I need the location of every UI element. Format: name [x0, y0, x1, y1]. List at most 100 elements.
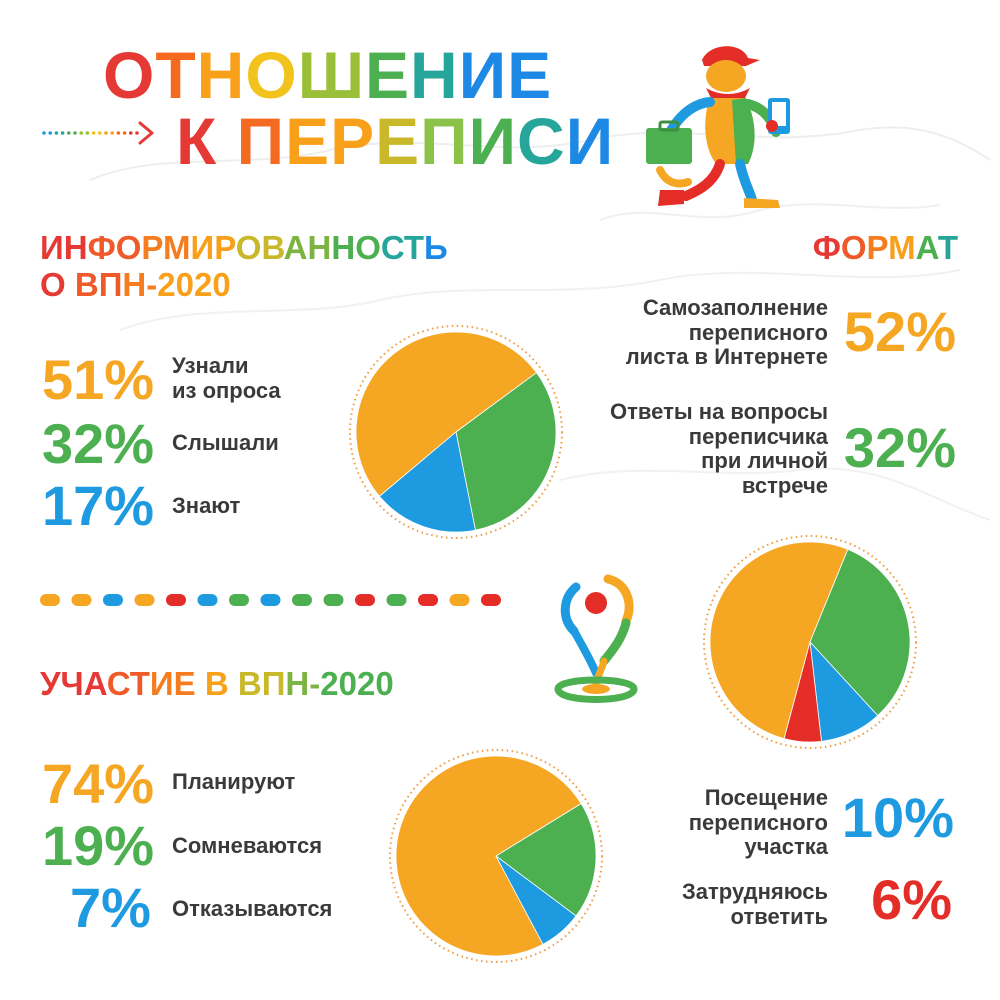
participation-title-letter: В	[237, 665, 262, 702]
participation-title-letter: С	[106, 665, 130, 702]
awareness-title-line-2: О ВПН-2020	[40, 265, 448, 304]
awareness-title-line-2-letter: 0	[212, 265, 231, 303]
participation-value-2: 19%	[42, 814, 155, 877]
format-value-1: 52%	[843, 300, 956, 363]
divider-dot	[449, 594, 470, 606]
format-label-1-line-3: листа в Интернете	[625, 344, 828, 370]
format-label-2: Ответы на вопросы переписчика при личной…	[610, 399, 828, 499]
format-label-3-line-2: переписного	[688, 809, 828, 835]
participation-label-3: Отказываются	[172, 896, 333, 921]
awareness-pie-dotted-ring	[349, 325, 563, 539]
participation-title-letter: 2	[320, 665, 339, 702]
format-label-3: Посещение переписного участка	[688, 785, 828, 860]
format-label-1-line-2: переписного	[688, 319, 828, 345]
arrow-dot	[42, 131, 46, 135]
awareness-title-line-1-letter: Т	[403, 229, 425, 266]
title-line-2-letter: П	[236, 104, 286, 178]
dotted-divider	[40, 594, 501, 606]
divider-dot	[134, 594, 155, 606]
title-line-2-letter: И	[468, 104, 518, 178]
participation-value-1: 74%	[42, 752, 155, 815]
format-label-4-line-1: Затрудняюсь	[682, 879, 828, 904]
participation-pie-slice-2	[495, 803, 597, 917]
participation-pie-slice-3	[495, 855, 577, 945]
awareness-label-3: Знают	[172, 493, 241, 518]
arrow-dot	[85, 131, 90, 135]
participation-pie-chart	[389, 749, 603, 963]
awareness-title-line-1-letter: Н	[331, 229, 356, 266]
awareness-title-line-2-letter: 2	[193, 265, 213, 303]
divider-dot	[481, 594, 501, 606]
awareness-label-1: Узнали из опроса	[172, 353, 281, 403]
awareness-label-2: Слышали	[172, 430, 279, 455]
format-value-3: 10%	[841, 786, 954, 849]
format-label-2-line-4: встрече	[741, 472, 828, 498]
arrow-dot	[98, 131, 102, 135]
title-line-1-letter: Ш	[297, 38, 366, 112]
participation-title-letter: У	[40, 665, 61, 702]
participation-title-letter	[229, 665, 238, 702]
participation-label-1: Планируют	[172, 769, 296, 794]
awareness-title-line-2-letter: О	[40, 265, 66, 303]
participation-title-letter: 0	[375, 665, 394, 702]
format-title-letter: Т	[937, 229, 958, 266]
divider-dot	[229, 594, 249, 606]
awareness-title-line-1-letter: О	[115, 229, 142, 266]
title-line-2-letter: Е	[285, 104, 331, 178]
divider-dot	[292, 594, 312, 606]
format-title: ФОРМАТ	[813, 229, 958, 267]
awareness-title-line-2-letter: В	[74, 265, 99, 303]
title-line-1-letter: О	[245, 38, 298, 112]
format-pie-slice-2	[809, 548, 911, 717]
awareness-title-line-1-letter: Р	[141, 229, 163, 266]
title-line-1-letter: О	[103, 38, 156, 112]
format-label-2-line-3: при личной	[701, 448, 828, 474]
awareness-title-line-1-letter: Н	[63, 229, 88, 266]
awareness-title-line-2-letter: -	[146, 265, 158, 303]
arrow-dot	[110, 131, 114, 135]
arrow-dot	[54, 131, 59, 135]
participation-pie-slice-1	[395, 755, 582, 957]
awareness-pie-slice-3	[378, 431, 476, 533]
participation-title-letter: Ч	[60, 665, 84, 702]
format-title-letter: Р	[866, 229, 889, 266]
arrow-dot	[67, 131, 71, 135]
participation-title-letter: А	[83, 665, 107, 702]
awareness-title-line-1-letter: А	[283, 229, 308, 266]
awareness-title-line-1-letter: И	[40, 229, 64, 266]
awareness-label-1-line-1: Узнали	[172, 353, 249, 378]
title-line-2-letter: К	[176, 104, 218, 178]
dotted-arrow-icon	[42, 121, 154, 145]
participation-title-letter: -	[309, 665, 321, 702]
title-line-2-letter	[217, 104, 236, 178]
participation-title-letter: Н	[285, 665, 310, 702]
awareness-pie-slice-1	[355, 331, 538, 497]
divider-dot	[103, 594, 123, 606]
awareness-title-line-2-letter	[66, 266, 75, 303]
divider-dot	[71, 594, 92, 606]
awareness-title-line-1-letter: И	[190, 229, 215, 266]
participation-title-letter: Е	[173, 665, 196, 702]
format-label-4: Затрудняюсь ответить	[682, 879, 828, 929]
arrow-dot	[122, 131, 127, 135]
awareness-title-line-2-letter: П	[98, 265, 123, 303]
awareness-title-line-1-letter: О	[235, 229, 262, 266]
participation-title-letter: В	[204, 665, 229, 702]
title-line-2-letter: И	[565, 104, 615, 178]
format-pie-slice-4	[783, 641, 822, 743]
title-line-2-letter: Е	[375, 104, 421, 178]
participation-value-3: 7%	[70, 876, 151, 939]
format-label-3-line-1: Посещение	[704, 785, 828, 810]
format-pie-dotted-ring	[703, 535, 917, 749]
format-title-letter: О	[840, 229, 867, 266]
format-value-2: 32%	[843, 416, 956, 479]
format-label-1: Самозаполнение переписного листа в Интер…	[625, 295, 828, 370]
arrow-dot	[73, 131, 77, 135]
participation-title: УЧАСТИЕ В ВПН-2020	[40, 665, 394, 703]
participation-label-2: Сомневаются	[172, 833, 323, 858]
participation-title-letter: 0	[338, 665, 357, 702]
title-line-1-letter: Е	[365, 38, 411, 112]
title-line-2-letter: П	[420, 104, 469, 178]
title-line-2: К ПЕРЕПИСИ	[176, 108, 614, 174]
